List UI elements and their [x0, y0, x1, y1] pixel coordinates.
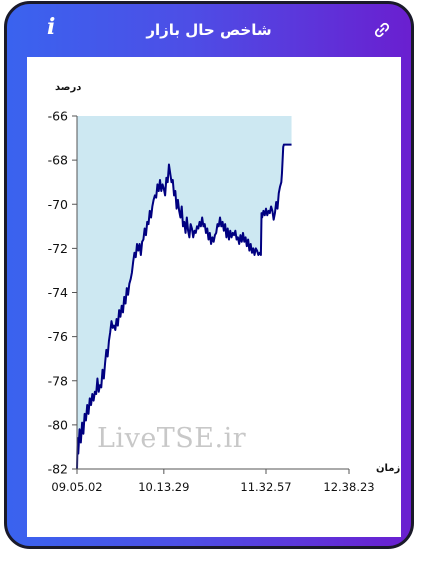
y-tick-label: -78	[48, 373, 68, 388]
y-tick-label: -72	[48, 241, 68, 256]
y-tick-label: -66	[48, 109, 68, 124]
y-axis-title: درصد	[55, 82, 82, 93]
area-fill	[77, 116, 292, 469]
axes: -66 -68 -70 -72 -74 -76 -78 -80 -82 09.05.02 10.13…	[48, 109, 375, 495]
y-tick-label: -80	[48, 417, 68, 432]
link-icon[interactable]	[373, 21, 391, 39]
x-axis-title: زمان	[376, 463, 401, 474]
x-tick-label: 12.38.23	[323, 480, 374, 494]
x-tick-label: 11.32.57	[240, 480, 291, 494]
x-tick-label: 10.13.29	[138, 480, 189, 494]
watermark: LiveTSE.ir	[97, 423, 247, 454]
x-tick-label: 09.05.02	[51, 480, 102, 494]
series-line	[76, 143, 292, 470]
plot-area	[76, 116, 292, 470]
y-tick-label: -82	[48, 462, 68, 477]
y-tick-label: -74	[48, 285, 68, 300]
y-tick-label: -68	[48, 153, 68, 168]
card-title: شاخص حال بازار	[146, 21, 272, 39]
info-icon[interactable]: i	[47, 14, 56, 40]
card-header: i شاخص حال بازار	[7, 4, 411, 56]
y-tick-label: -76	[48, 329, 68, 344]
y-tick-label: -70	[48, 197, 68, 212]
